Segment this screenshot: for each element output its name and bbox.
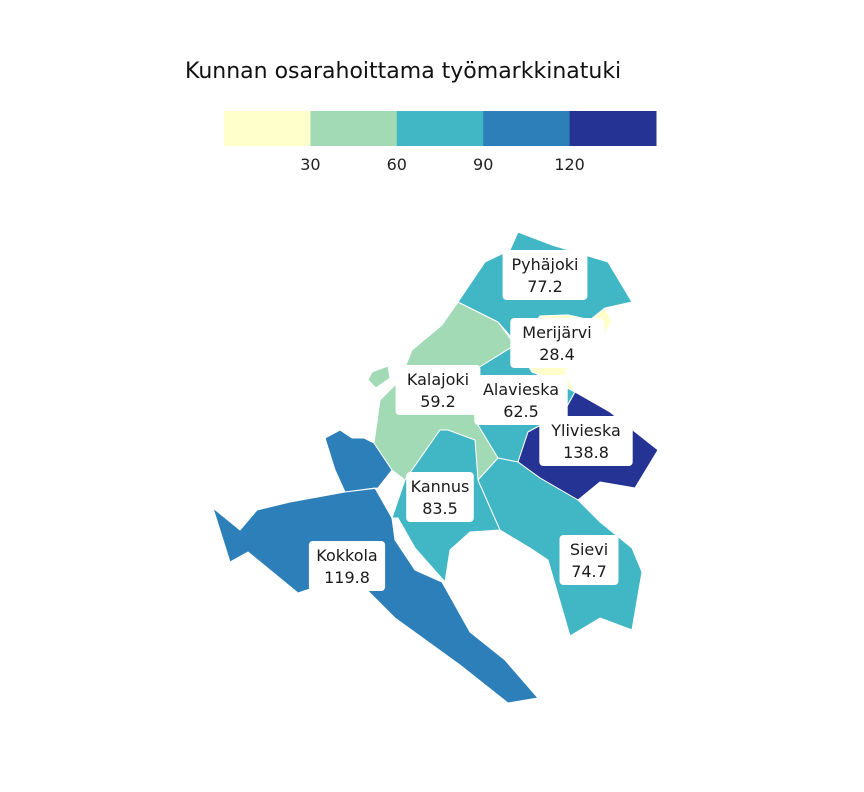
- legend-swatch: [310, 111, 398, 146]
- region-label-sievi: Sievi 74.7: [559, 535, 619, 585]
- region-name: Kannus: [411, 477, 470, 496]
- municipality-regions: [212, 231, 659, 704]
- region-name: Sievi: [570, 540, 608, 559]
- region-value: 59.2: [420, 392, 456, 411]
- region-value: 83.5: [422, 499, 458, 518]
- region-name: Merijärvi: [522, 323, 591, 342]
- label-box: [308, 541, 386, 591]
- region-label-merijarvi: Merijärvi 28.4: [510, 318, 604, 368]
- region-value: 62.5: [503, 402, 539, 421]
- legend-swatch: [224, 111, 311, 146]
- value-labels: Pyhäjoki 77.2 Merijärvi 28.4 Kalajoki 59.2 Ala…: [308, 250, 633, 591]
- region-value: 119.8: [324, 568, 370, 587]
- map-title: Kunnan osarahoittama työmarkkinatuki: [185, 59, 621, 84]
- label-box: [539, 416, 633, 466]
- region-name: Pyhäjoki: [511, 255, 578, 274]
- region-value: 138.8: [563, 443, 609, 462]
- label-box: [559, 535, 619, 585]
- label-box: [510, 318, 604, 368]
- legend-tick-label: 60: [387, 155, 407, 174]
- label-box: [474, 375, 568, 425]
- region-value: 28.4: [539, 345, 575, 364]
- legend-swatch: [483, 111, 571, 146]
- region-label-kokkola: Kokkola 119.8: [308, 541, 386, 591]
- legend-tick-label: 90: [473, 155, 493, 174]
- color-legend: 30 60 90 120: [224, 111, 657, 174]
- label-box: [406, 472, 474, 522]
- region-value: 77.2: [527, 277, 563, 296]
- region-label-kannus: Kannus 83.5: [406, 472, 474, 522]
- region-name: Kalajoki: [407, 370, 469, 389]
- region-label-ylivieska: Ylivieska 138.8: [539, 416, 633, 466]
- region-name: Ylivieska: [550, 421, 621, 440]
- legend-tick-label: 30: [300, 155, 320, 174]
- label-box: [395, 365, 481, 415]
- legend-swatch: [396, 111, 484, 146]
- region-label-pyhajoki: Pyhäjoki 77.2: [502, 250, 588, 300]
- region-label-kalajoki: Kalajoki 59.2: [395, 365, 481, 415]
- label-box: [502, 250, 588, 300]
- region-name: Alavieska: [483, 380, 559, 399]
- legend-swatch: [569, 111, 657, 146]
- region-name: Kokkola: [316, 546, 377, 565]
- legend-tick-label: 120: [554, 155, 585, 174]
- region-value: 74.7: [571, 562, 607, 581]
- region-label-alavieska: Alavieska 62.5: [474, 375, 568, 425]
